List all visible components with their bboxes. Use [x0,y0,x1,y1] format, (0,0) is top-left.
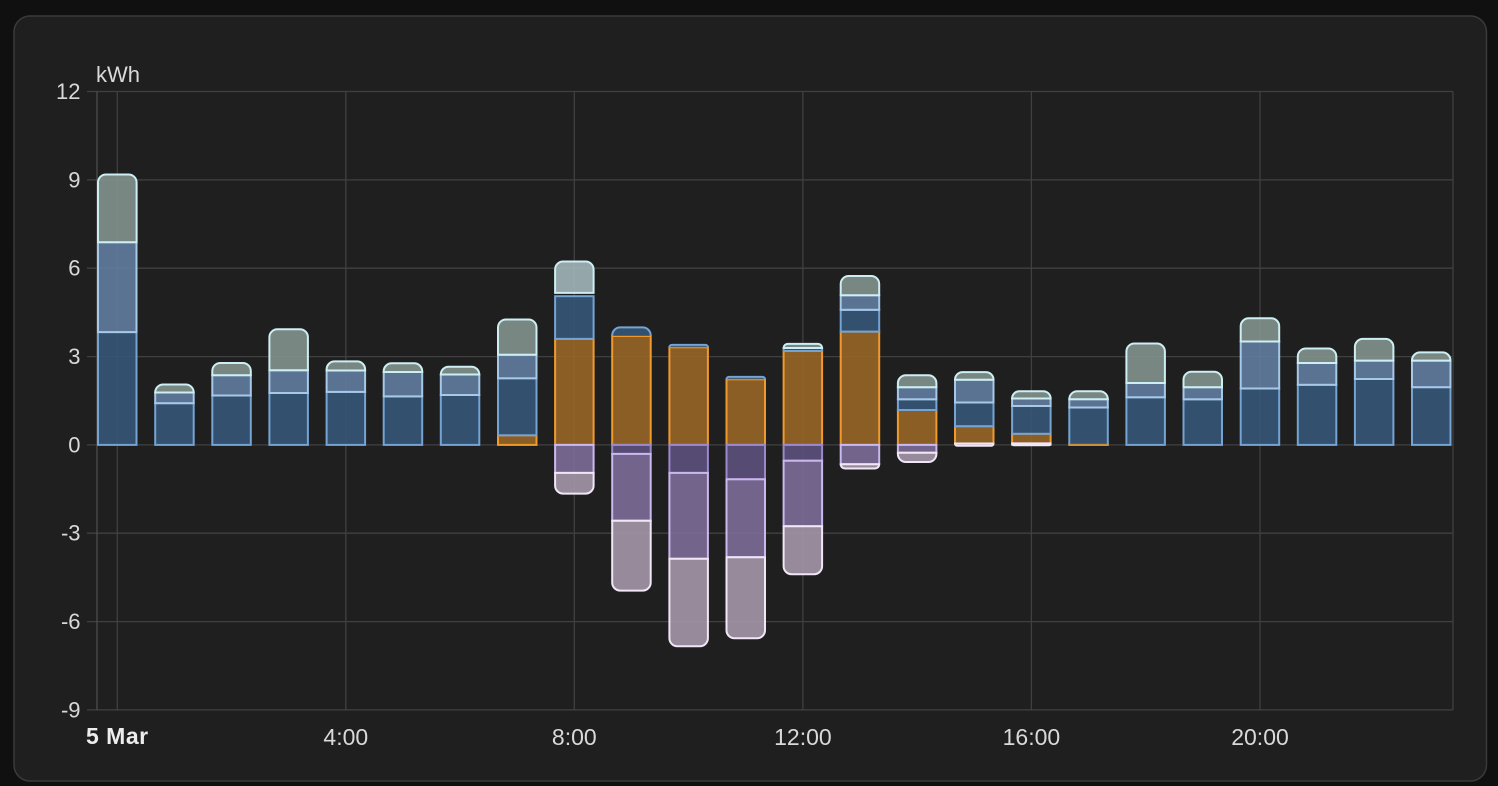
svg-text:12:00: 12:00 [774,724,832,750]
svg-text:16:00: 16:00 [1003,724,1061,750]
svg-text:0: 0 [68,432,80,457]
svg-text:4:00: 4:00 [323,724,368,750]
svg-text:-3: -3 [61,521,81,546]
svg-text:5 Mar: 5 Mar [86,723,149,749]
svg-text:-9: -9 [61,697,81,722]
svg-text:-6: -6 [61,609,81,634]
svg-text:kWh: kWh [96,62,140,87]
svg-text:3: 3 [68,344,80,369]
svg-text:6: 6 [68,256,80,281]
svg-text:9: 9 [68,167,80,192]
svg-text:8:00: 8:00 [552,724,597,750]
svg-text:20:00: 20:00 [1231,724,1289,750]
svg-text:12: 12 [56,79,80,104]
